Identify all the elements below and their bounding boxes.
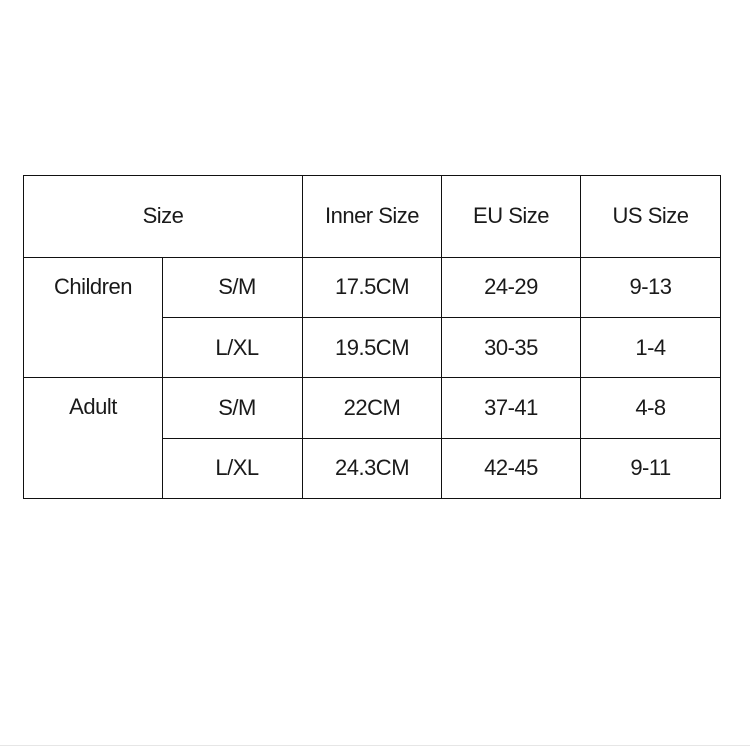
group-label-adult: Adult [23,377,163,499]
us-size-cell: 1-4 [580,316,722,379]
fit-cell: L/XL [161,437,304,500]
eu-size-cell: 37-41 [441,377,582,439]
header-size: Size [22,175,304,258]
inner-size-cell: 24.3CM [302,437,443,500]
us-size-cell: 4-8 [580,377,722,439]
eu-size-cell: 24-29 [441,256,582,318]
us-size-cell: 9-13 [580,256,722,318]
header-us-size: US Size [580,175,722,258]
table-row: Children S/M 17.5CM 24-29 9-13 [23,256,722,379]
header-inner-size: Inner Size [302,175,443,258]
fit-cell: S/M [161,377,304,439]
inner-size-cell: 22CM [302,377,443,439]
table-row: L/XL 24.3CM 42-45 9-11 [24,437,722,500]
inner-size-cell: 17.5CM [302,256,443,318]
size-chart-table: Size Inner Size EU Size US Size Children… [22,175,722,500]
us-size-cell: 9-11 [580,437,722,500]
eu-size-cell: 30-35 [441,316,582,379]
eu-size-cell: 42-45 [441,437,582,500]
header-row: Size Inner Size EU Size US Size [22,175,722,258]
fit-cell: S/M [161,256,304,318]
inner-size-cell: 19.5CM [302,316,443,379]
page-bottom-divider [0,745,750,746]
group-label-children: Children [23,256,163,379]
header-eu-size: EU Size [441,175,582,258]
table-row: Adult S/M 22CM 37-41 4-8 [23,377,722,499]
fit-cell: L/XL [161,316,304,379]
